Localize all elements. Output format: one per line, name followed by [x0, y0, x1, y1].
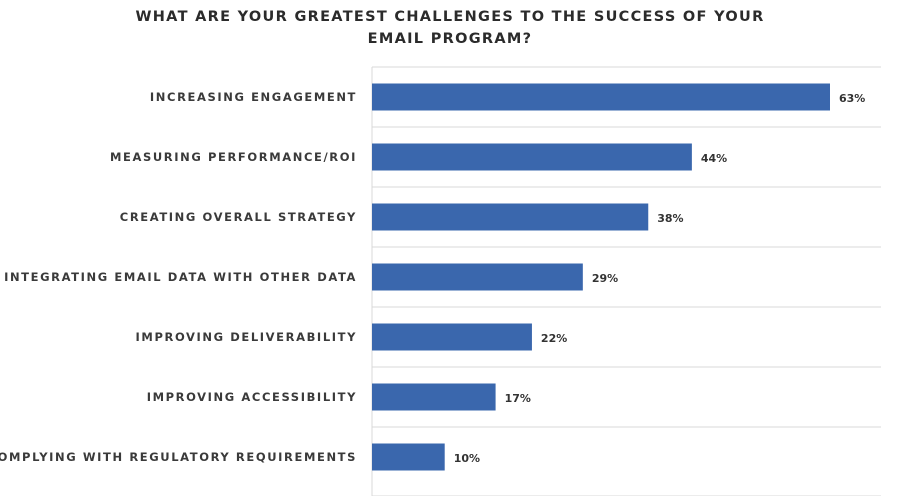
category-label: MEASURING PERFORMANCE/ROI [110, 150, 357, 164]
bar-6 [372, 383, 496, 411]
value-label: 38% [657, 212, 683, 225]
bar-5 [372, 323, 532, 351]
category-label: IMPROVING DELIVERABILITY [136, 330, 357, 344]
value-label: 29% [592, 272, 618, 285]
bar-1 [372, 83, 830, 111]
value-label: 63% [839, 92, 865, 105]
category-label: INCREASING ENGAGEMENT [150, 90, 357, 104]
category-label: INTEGRATING EMAIL DATA WITH OTHER DATA [4, 270, 357, 284]
bar-3 [372, 203, 649, 231]
value-label: 22% [541, 332, 567, 345]
bar-2 [372, 143, 692, 171]
category-label: COMPLYING WITH REGULATORY REQUIREMENTS [0, 450, 357, 464]
value-label: 44% [701, 152, 727, 165]
category-label: CREATING OVERALL STRATEGY [120, 210, 357, 224]
chart-title: WHAT ARE YOUR GREATEST CHALLENGES TO THE… [0, 6, 900, 50]
chart-title-line-2: EMAIL PROGRAM? [367, 31, 533, 47]
chart-title-line-1: WHAT ARE YOUR GREATEST CHALLENGES TO THE… [135, 9, 765, 25]
category-label: IMPROVING ACCESSIBILITY [147, 390, 357, 404]
value-label: 10% [454, 452, 480, 465]
value-label: 17% [505, 392, 531, 405]
bar-4 [372, 263, 583, 291]
bar-7 [372, 443, 445, 471]
